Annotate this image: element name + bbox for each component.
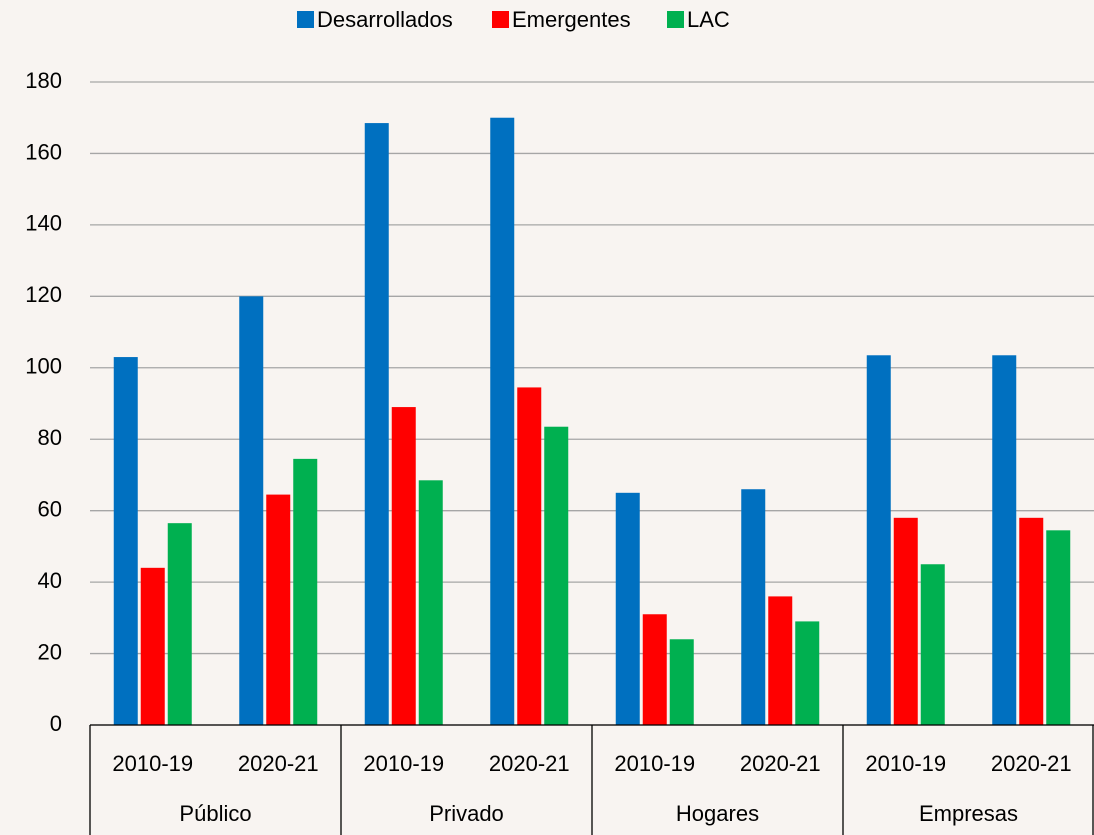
y-tick-label: 140 <box>25 211 62 236</box>
legend-swatch <box>667 11 684 28</box>
group-label: Privado <box>429 801 504 826</box>
group-label: Hogares <box>676 801 759 826</box>
bar <box>615 492 640 725</box>
bar <box>1046 530 1071 725</box>
x-tick-label: 2020-21 <box>740 751 821 776</box>
y-tick-label: 40 <box>38 568 62 593</box>
x-tick-label: 2020-21 <box>489 751 570 776</box>
bar <box>992 355 1017 725</box>
bar <box>113 357 138 725</box>
x-tick-label: 2020-21 <box>991 751 1072 776</box>
bar <box>893 517 918 725</box>
group-label: Empresas <box>919 801 1018 826</box>
x-tick-label: 2010-19 <box>363 751 444 776</box>
bar <box>266 494 291 725</box>
y-tick-label: 120 <box>25 282 62 307</box>
y-tick-label: 100 <box>25 354 62 379</box>
bar <box>669 639 694 725</box>
bar <box>517 387 542 725</box>
bar <box>866 355 891 725</box>
bar <box>741 489 766 725</box>
bar <box>768 596 793 725</box>
bar <box>544 426 569 725</box>
bar <box>920 564 945 725</box>
y-tick-label: 180 <box>25 68 62 93</box>
bar <box>167 523 192 725</box>
y-tick-label: 160 <box>25 139 62 164</box>
bar <box>293 458 318 725</box>
legend-label: Desarrollados <box>317 7 453 32</box>
bar <box>239 296 264 725</box>
x-tick-label: 2010-19 <box>614 751 695 776</box>
y-tick-label: 60 <box>38 496 62 521</box>
x-tick-label: 2010-19 <box>112 751 193 776</box>
y-tick-label: 80 <box>38 425 62 450</box>
legend-label: LAC <box>687 7 730 32</box>
bar <box>364 123 389 725</box>
x-tick-label: 2020-21 <box>238 751 319 776</box>
legend-label: Emergentes <box>512 7 631 32</box>
legend-swatch <box>492 11 509 28</box>
y-tick-label: 0 <box>50 711 62 736</box>
x-tick-label: 2010-19 <box>865 751 946 776</box>
bar <box>1019 517 1044 725</box>
bar <box>418 480 443 725</box>
bar <box>490 117 515 725</box>
y-tick-label: 20 <box>38 639 62 664</box>
bar <box>391 407 416 725</box>
legend-swatch <box>297 11 314 28</box>
group-label: Público <box>179 801 251 826</box>
bar <box>795 621 820 725</box>
bar <box>642 614 667 725</box>
bar <box>140 567 165 725</box>
